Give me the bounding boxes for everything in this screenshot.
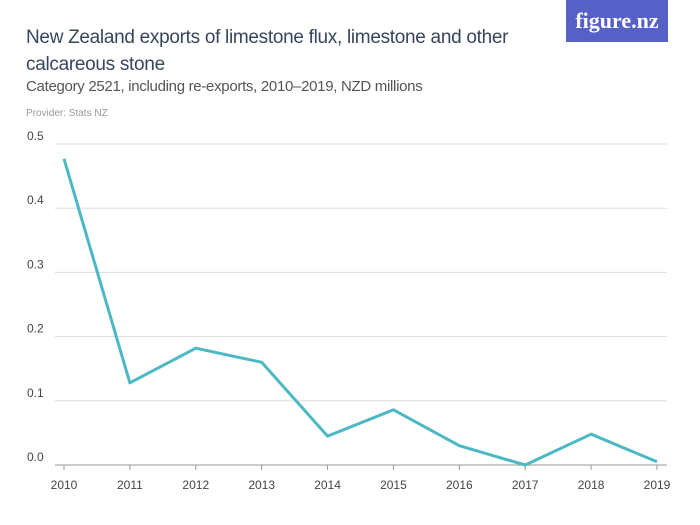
x-tick-label: 2018 bbox=[578, 478, 605, 492]
x-tick-label: 2014 bbox=[314, 478, 341, 492]
y-tick-label: 0.2 bbox=[27, 322, 44, 336]
y-tick-label: 0.1 bbox=[27, 386, 44, 400]
x-tick-label: 2011 bbox=[117, 478, 143, 492]
x-tick-label: 2010 bbox=[51, 478, 78, 492]
x-tick-label: 2013 bbox=[248, 478, 275, 492]
y-tick-label: 0.4 bbox=[27, 193, 44, 207]
provider-label: Provider: Stats NZ bbox=[26, 108, 108, 119]
y-tick-label: 0.0 bbox=[27, 450, 44, 464]
x-tick-label: 2019 bbox=[644, 478, 671, 492]
x-tick-label: 2012 bbox=[182, 478, 209, 492]
figure-nz-logo[interactable]: figure.nz bbox=[566, 0, 668, 42]
chart-subtitle: Category 2521, including re-exports, 201… bbox=[26, 78, 423, 95]
y-tick-label: 0.3 bbox=[27, 257, 44, 271]
series-line bbox=[62, 158, 658, 467]
x-tick-label: 2015 bbox=[380, 478, 407, 492]
y-tick-label: 0.5 bbox=[27, 129, 44, 143]
chart-title: New Zealand exports of limestone flux, l… bbox=[26, 27, 509, 75]
x-tick-label: 2016 bbox=[446, 478, 473, 492]
x-tick-label: 2017 bbox=[512, 478, 539, 492]
